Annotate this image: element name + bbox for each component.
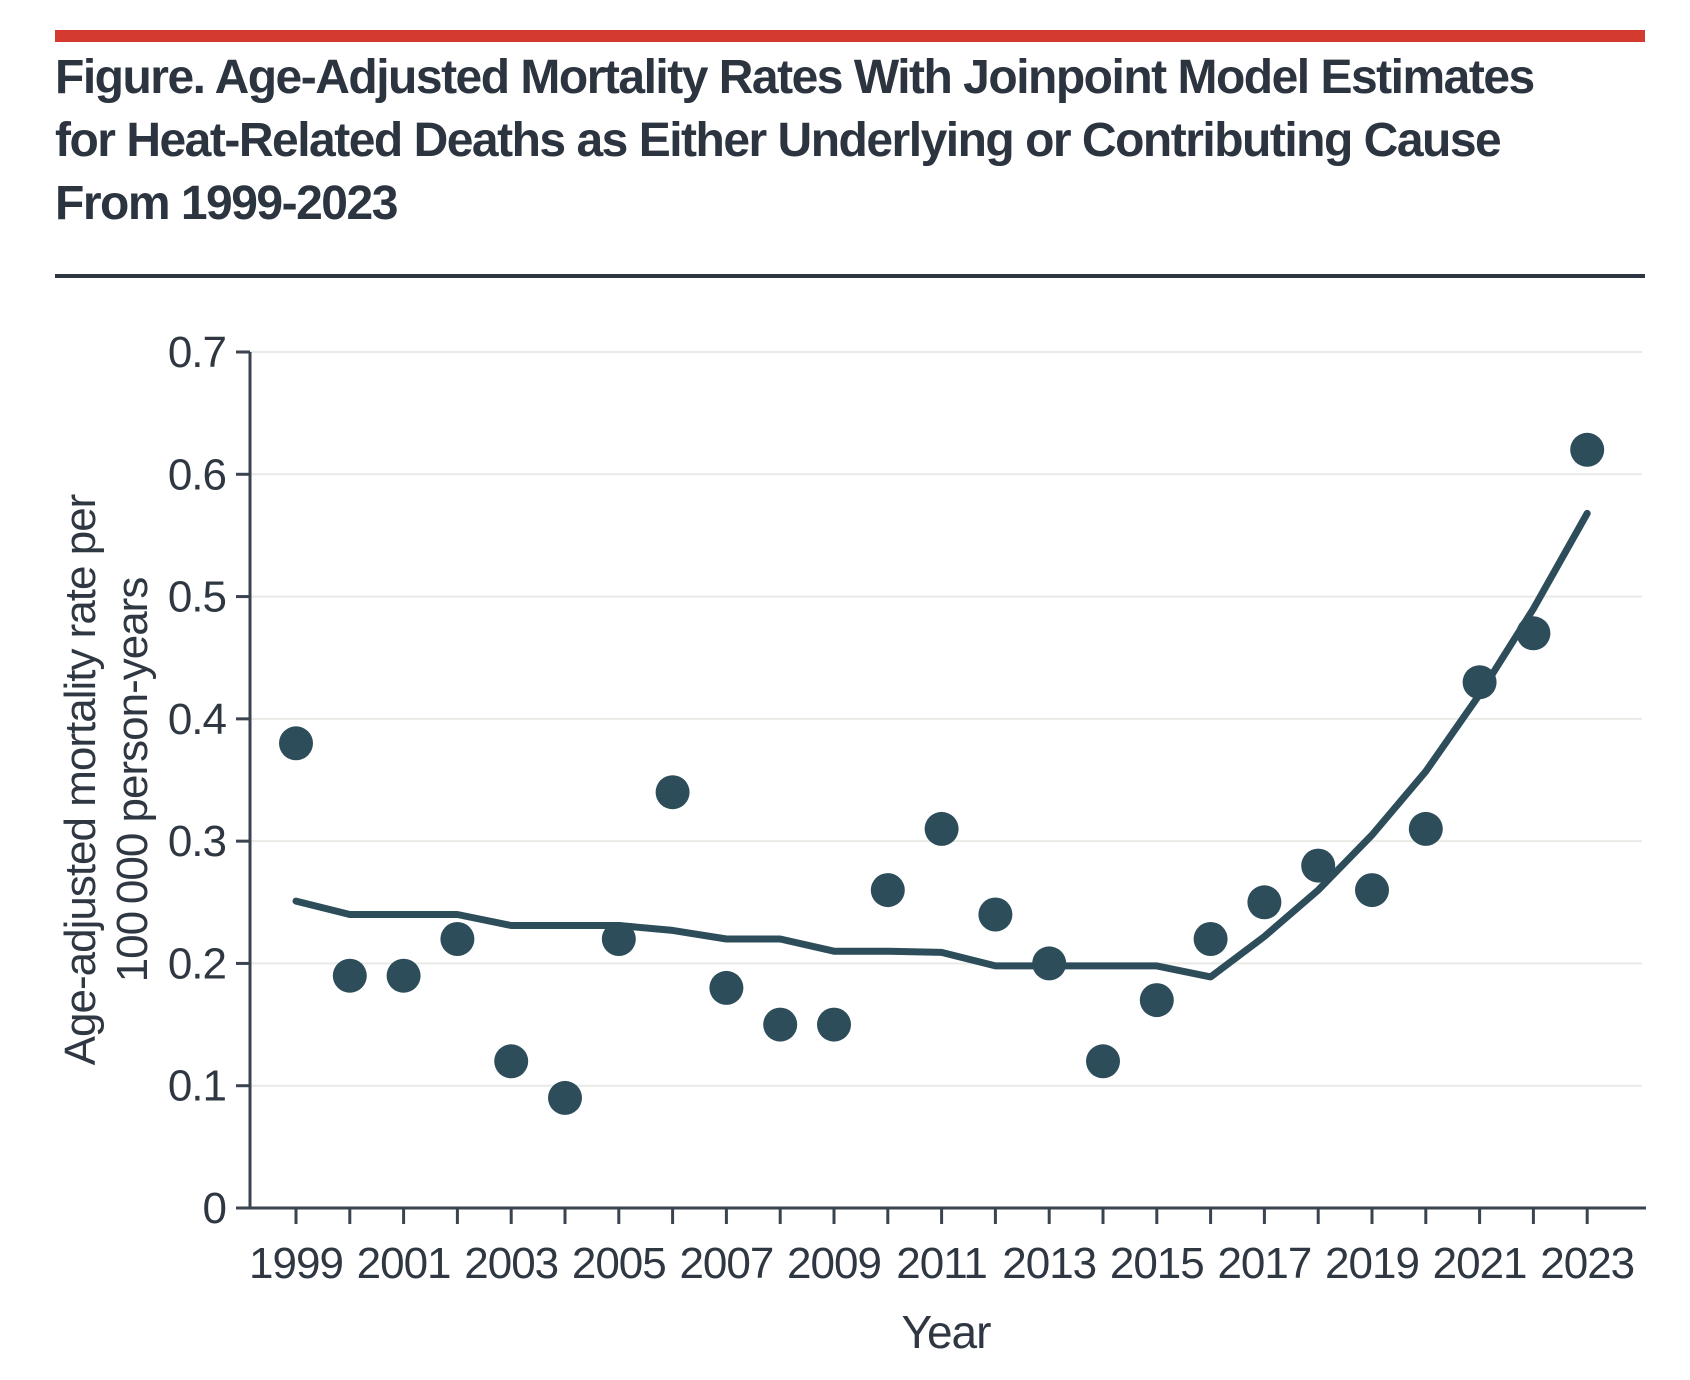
y-tick-label: 0.5 — [168, 573, 226, 622]
y-axis-title-line-1: Age-adjusted mortality rate per — [56, 494, 105, 1065]
joinpoint-line-group — [292, 509, 1591, 981]
x-tick-label: 2017 — [1217, 1239, 1311, 1288]
data-point — [1570, 432, 1605, 467]
x-tick-label: 2007 — [679, 1239, 773, 1288]
gridlines — [250, 351, 1642, 1087]
axis-titles: Year Age-adjusted mortality rate per 100 0… — [56, 494, 992, 1358]
y-tick-label: 0.4 — [168, 695, 227, 744]
data-point — [924, 811, 959, 846]
data-point — [1355, 873, 1389, 908]
data-point — [1086, 1044, 1120, 1079]
y-axis-ticks: 0 0.1 0.2 0.3 0.4 0.5 0.6 0.7 — [168, 328, 250, 1233]
x-tick-label: 2005 — [572, 1239, 666, 1288]
axes — [248, 352, 1646, 1210]
y-tick-label: 0.6 — [168, 450, 226, 499]
x-tick-label: 2013 — [1002, 1239, 1096, 1288]
joinpoint-model-line — [292, 509, 1591, 981]
x-tick-label: 2003 — [464, 1239, 558, 1288]
data-point — [548, 1080, 582, 1115]
data-point — [440, 922, 475, 956]
data-point — [709, 970, 744, 1005]
y-axis-title-line-2: 100 000 person-years — [108, 578, 157, 983]
data-point — [601, 922, 636, 956]
joinpoint-mortality-chart: 0 0.1 0.2 0.3 0.4 0.5 0.6 0.7 1999 2001 2003 2005 20… — [56, 328, 1646, 1358]
x-tick-label: 1999 — [249, 1239, 343, 1288]
x-tick-label: 2015 — [1110, 1239, 1204, 1288]
accent-bar — [55, 30, 1645, 42]
data-point — [1301, 848, 1336, 883]
data-point — [1193, 922, 1228, 956]
y-tick-label: 0.2 — [168, 939, 226, 988]
x-tick-label: 2001 — [357, 1239, 451, 1288]
x-tick-label: 2019 — [1325, 1239, 1419, 1288]
data-point — [332, 958, 367, 993]
data-points — [279, 432, 1605, 1115]
y-tick-label: 0.3 — [168, 817, 226, 866]
data-point — [386, 958, 421, 993]
x-axis-ticks: 1999 2001 2003 2005 2007 2009 2011 2013 2015 2017… — [249, 1208, 1635, 1288]
figure-title-line-1: Figure. Age-Adjusted Mortality Rates Wit… — [55, 51, 1535, 104]
x-axis-title: Year — [902, 1306, 992, 1358]
figure-title-line-2: for Heat-Related Deaths as Either Underl… — [55, 114, 1502, 167]
x-tick-label: 2011 — [896, 1239, 987, 1288]
y-tick-label: 0 — [203, 1184, 226, 1233]
data-point — [763, 1007, 798, 1042]
x-tick-label: 2009 — [787, 1239, 881, 1288]
data-point — [655, 775, 690, 810]
figure-title: Figure. Age-Adjusted Mortality Rates Wit… — [55, 46, 1635, 235]
data-point — [1139, 983, 1174, 1018]
title-divider — [55, 274, 1645, 278]
data-point — [870, 873, 905, 908]
data-point — [817, 1007, 851, 1042]
data-point — [1516, 616, 1551, 651]
data-point — [978, 897, 1013, 932]
y-tick-label: 0.7 — [168, 328, 226, 377]
x-tick-label: 2021 — [1433, 1239, 1527, 1288]
data-point — [494, 1044, 529, 1079]
data-point — [1032, 946, 1067, 981]
data-point — [1247, 885, 1282, 920]
figure-title-line-3: From 1999-2023 — [55, 177, 398, 230]
y-tick-label: 0.1 — [168, 1062, 226, 1111]
data-point — [279, 726, 313, 761]
x-tick-label: 2023 — [1540, 1239, 1634, 1288]
data-point — [1462, 665, 1497, 700]
data-point — [1408, 811, 1443, 846]
